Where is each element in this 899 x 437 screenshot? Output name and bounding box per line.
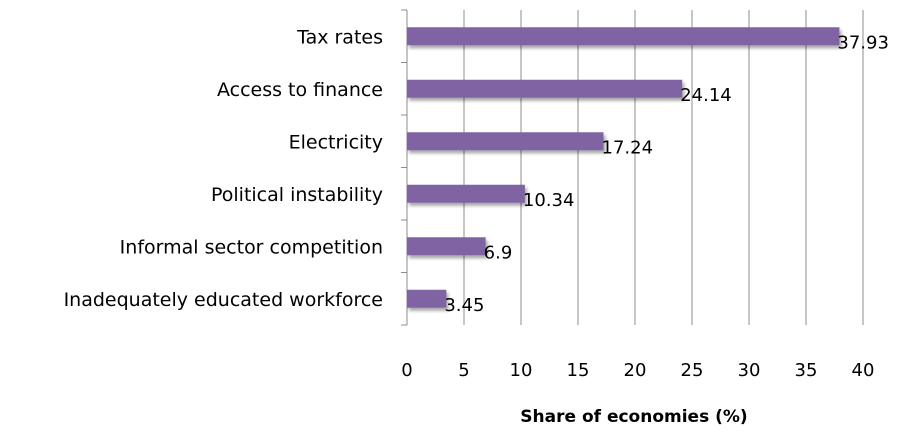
value-label: 37.93 xyxy=(837,32,889,53)
category-axis xyxy=(401,9,408,326)
category-label: Inadequately educated workforce xyxy=(64,289,383,311)
bars xyxy=(407,27,840,308)
category-label: Informal sector competition xyxy=(120,236,383,258)
category-label: Tax rates xyxy=(296,26,383,48)
bar xyxy=(407,237,486,256)
x-axis-title: Share of economies (%) xyxy=(520,407,747,427)
bar xyxy=(407,27,840,46)
value-label: 3.45 xyxy=(444,295,484,316)
x-tick-label: 10 xyxy=(510,360,533,381)
x-tick-label: 0 xyxy=(401,360,412,381)
value-labels: 37.93 24.14 17.24 10.34 6.9 3.45 xyxy=(444,32,889,316)
gridlines xyxy=(463,10,864,325)
x-tick-label: 20 xyxy=(624,360,647,381)
x-tick-label: 25 xyxy=(681,360,704,381)
bar xyxy=(407,289,447,308)
value-label: 10.34 xyxy=(523,190,575,211)
value-label: 17.24 xyxy=(602,137,654,158)
value-label: 6.9 xyxy=(484,242,513,263)
bar xyxy=(407,184,525,203)
category-label: Access to finance xyxy=(217,79,383,101)
x-tick-label: 40 xyxy=(852,360,875,381)
bar xyxy=(407,132,604,151)
x-tick-labels: 0 5 10 15 20 25 30 35 40 xyxy=(401,360,874,381)
value-label: 24.14 xyxy=(680,85,732,106)
x-tick-label: 30 xyxy=(738,360,761,381)
category-label: Electricity xyxy=(289,131,383,153)
x-tick-label: 5 xyxy=(458,360,469,381)
bar xyxy=(407,79,683,98)
category-labels: Tax rates Access to finance Electricity Pol… xyxy=(64,26,383,311)
x-tick-label: 15 xyxy=(567,360,590,381)
category-label: Political instability xyxy=(211,184,383,206)
x-tick-label: 35 xyxy=(795,360,818,381)
